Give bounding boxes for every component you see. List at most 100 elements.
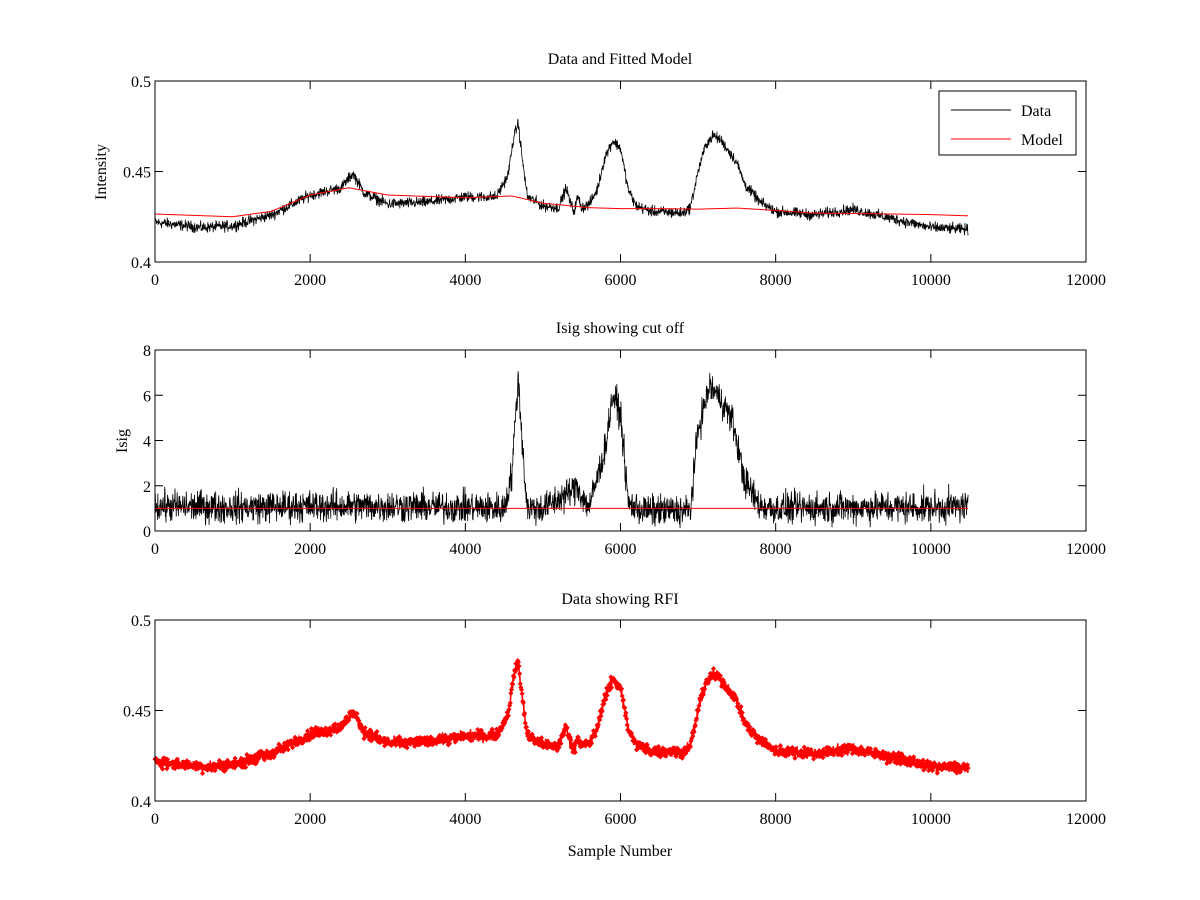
- middle-ytick-label: 0: [143, 524, 151, 541]
- rfi-marker: [361, 728, 368, 734]
- rfi-marker: [368, 728, 374, 734]
- rfi-marker: [867, 746, 874, 752]
- rfi-marker: [699, 694, 705, 701]
- rfi-marker: [624, 716, 630, 722]
- middle-series-isig: [154, 371, 969, 529]
- rfi-marker: [404, 745, 410, 751]
- rfi-marker: [688, 738, 694, 744]
- rfi-marker: [820, 755, 826, 761]
- rfi-marker: [538, 735, 545, 741]
- rfi-marker: [891, 750, 897, 756]
- rfi-marker: [808, 746, 814, 753]
- rfi-marker: [508, 687, 515, 693]
- rfi-marker: [339, 725, 345, 731]
- rfi-marker: [393, 742, 399, 748]
- top-xtick-label: 8000: [760, 272, 792, 289]
- rfi-marker: [216, 757, 222, 764]
- rfi-marker: [739, 710, 745, 716]
- rfi-marker: [872, 746, 879, 752]
- rfi-marker: [886, 750, 892, 757]
- rfi-marker: [442, 732, 448, 738]
- top-xtick-label: 10000: [911, 272, 951, 289]
- middle-ytick-label: 4: [143, 434, 151, 451]
- rfi-marker: [568, 737, 574, 743]
- rfi-marker: [374, 728, 380, 735]
- rfi-marker: [920, 757, 926, 763]
- rfi-marker: [396, 734, 403, 740]
- rfi-marker: [727, 688, 733, 694]
- top-xtick-label: 0: [151, 272, 159, 289]
- rfi-marker: [560, 732, 566, 738]
- top-xtick-label: 2000: [294, 272, 326, 289]
- rfi-marker: [603, 696, 609, 703]
- middle-xtick-label: 12000: [1066, 541, 1106, 558]
- rfi-marker: [254, 758, 260, 764]
- rfi-marker: [759, 735, 765, 741]
- top-chart: Data and Fitted Model Intensity 0 2000 400…: [93, 51, 1106, 289]
- rfi-marker: [844, 749, 850, 755]
- rfi-marker: [965, 765, 971, 771]
- rfi-marker: [592, 733, 598, 739]
- rfi-marker: [519, 691, 525, 697]
- rfi-marker: [522, 720, 528, 726]
- rfi-marker: [572, 742, 578, 748]
- legend-box: [938, 90, 1077, 156]
- rfi-marker: [700, 691, 707, 698]
- rfi-marker: [251, 756, 258, 762]
- rfi-marker: [212, 767, 218, 774]
- top-chart-legend: Data Model: [938, 90, 1077, 156]
- rfi-marker: [811, 756, 817, 762]
- rfi-marker: [512, 669, 518, 675]
- bottom-xtick-label: 4000: [449, 811, 481, 828]
- bottom-ytick-label: 0.45: [123, 704, 151, 721]
- bottom-xtick-label: 8000: [760, 811, 792, 828]
- rfi-marker: [328, 732, 334, 738]
- rfi-marker: [777, 743, 784, 749]
- rfi-marker: [619, 686, 625, 692]
- middle-xtick-label: 10000: [911, 541, 951, 558]
- rfi-marker: [556, 745, 562, 751]
- rfi-marker: [721, 679, 727, 685]
- rfi-marker: [517, 681, 523, 687]
- rfi-marker: [619, 693, 625, 699]
- legend-model-label: Model: [1021, 132, 1063, 149]
- rfi-marker: [518, 687, 525, 693]
- rfi-marker: [292, 734, 298, 740]
- top-xtick-label: 12000: [1066, 272, 1106, 289]
- rfi-marker: [924, 758, 930, 764]
- bottom-series-rfi-markers: [152, 658, 971, 776]
- rfi-marker: [601, 701, 607, 707]
- rfi-marker: [417, 734, 423, 741]
- rfi-marker: [510, 681, 516, 687]
- rfi-marker: [697, 697, 703, 703]
- rfi-marker: [271, 754, 277, 760]
- bottom-xtick-label: 6000: [605, 811, 637, 828]
- rfi-marker: [575, 734, 581, 741]
- rfi-marker: [599, 708, 605, 714]
- bottom-chart: Data showing RFI Sample Number 0 2000 4000…: [123, 591, 1106, 860]
- rfi-marker: [773, 744, 779, 750]
- bottom-chart-frame: [154, 619, 1087, 802]
- rfi-marker: [744, 720, 750, 726]
- middle-ytick-label: 8: [143, 343, 151, 360]
- rfi-marker: [712, 676, 718, 682]
- rfi-marker: [617, 682, 623, 688]
- top-chart-ylabel: Intensity: [93, 144, 110, 200]
- rfi-marker: [801, 744, 807, 750]
- rfi-marker: [839, 752, 845, 758]
- rfi-marker: [361, 736, 367, 742]
- rfi-marker: [505, 713, 511, 719]
- rfi-marker: [899, 751, 905, 757]
- rfi-marker: [366, 730, 372, 736]
- rfi-marker: [604, 692, 610, 698]
- bottom-xtick-label: 0: [151, 811, 159, 828]
- legend-data-label: Data: [1021, 103, 1051, 120]
- rfi-marker: [554, 748, 560, 754]
- rfi-marker: [558, 741, 564, 747]
- top-chart-title: Data and Fitted Model: [548, 51, 693, 68]
- rfi-marker: [545, 738, 551, 744]
- rfi-marker: [755, 733, 762, 740]
- rfi-marker: [368, 738, 374, 744]
- rfi-marker: [710, 666, 717, 672]
- rfi-marker: [508, 690, 514, 696]
